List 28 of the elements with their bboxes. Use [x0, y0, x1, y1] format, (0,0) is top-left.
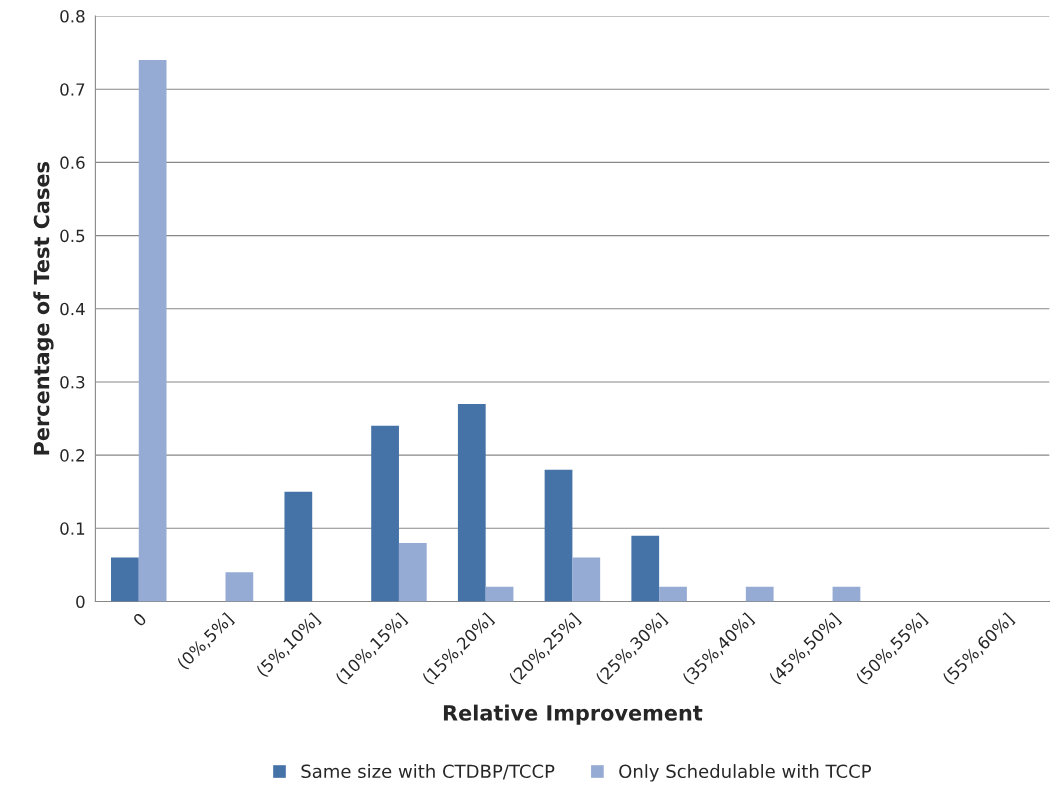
bar — [485, 586, 514, 602]
y-axis-title: Percentage of Test Cases — [33, 162, 54, 455]
bar — [572, 557, 601, 602]
bar — [457, 403, 486, 602]
y-tick-label: 0.8 — [60, 10, 85, 23]
y-tick-label: 0.2 — [60, 449, 85, 462]
bar — [284, 491, 313, 602]
bar — [745, 586, 774, 602]
y-tick-label: 0.1 — [60, 522, 85, 535]
bar — [371, 425, 399, 602]
y-tick-label: 0.3 — [60, 375, 85, 389]
bar — [659, 586, 687, 602]
y-tick-label: 0 — [76, 595, 85, 609]
bar — [138, 59, 167, 602]
x-tick-label: 0 — [132, 612, 148, 628]
y-tick-label: 0.7 — [60, 83, 85, 96]
bar — [631, 535, 660, 602]
y-tick-label: 0.5 — [60, 229, 85, 243]
bar — [225, 572, 254, 602]
legend-label: Same size with CTDBP/TCCP — [301, 764, 555, 780]
x-axis-title: Relative Improvement — [443, 704, 703, 725]
y-tick-label: 0.4 — [60, 302, 85, 316]
bar — [544, 469, 573, 602]
legend-label: Only Schedulable with TCCP — [619, 764, 872, 782]
bar — [832, 586, 861, 602]
y-tick-label: 0.6 — [60, 156, 85, 169]
bar — [111, 557, 139, 602]
bar — [398, 542, 427, 602]
